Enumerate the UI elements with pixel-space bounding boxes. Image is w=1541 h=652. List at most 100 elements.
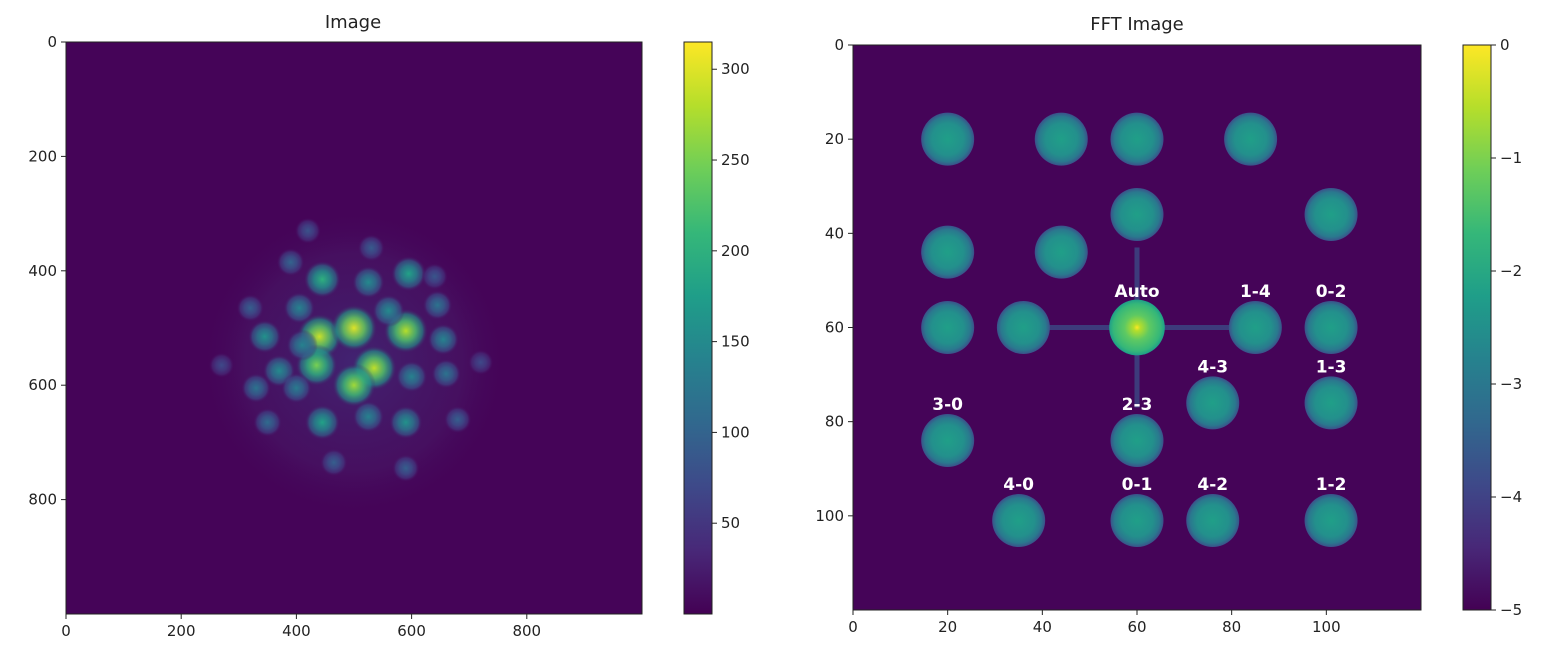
x-tick-label: 400 [282, 622, 311, 640]
image-panel: Image 0 200 400 600 800 0 200 400 600 800 [28, 12, 643, 640]
intensity-spot [468, 349, 494, 375]
intensity-spot [320, 448, 348, 476]
intensity-spot [352, 266, 385, 299]
intensity-spot [276, 248, 305, 276]
cross-correlation-peak [921, 300, 975, 355]
x-tick-label: 200 [167, 622, 196, 640]
colorbar-tick-label: 100 [721, 423, 750, 441]
y-tick-label: 80 [825, 413, 844, 431]
colorbar-tick-label: −1 [1500, 149, 1522, 167]
intensity-spot [286, 329, 318, 361]
colorbar-tick-label: −4 [1500, 488, 1522, 506]
peak-label: 0-2 [1316, 282, 1347, 302]
colorbar-tick-label: −3 [1500, 375, 1522, 393]
y-tick-label: 40 [825, 224, 844, 242]
auto-correlation-peak [1109, 299, 1165, 356]
intensity-spot [391, 256, 427, 292]
colorbar-tick-label: 300 [721, 60, 750, 78]
peak-label: 1-3 [1316, 357, 1347, 377]
colorbar-tick-label: 0 [1500, 36, 1510, 54]
intensity-spot [392, 454, 420, 482]
y-tick-label: 100 [815, 507, 844, 525]
y-tick-label: 60 [825, 319, 844, 337]
cross-correlation-peak [1110, 112, 1164, 166]
y-tick-label: 800 [28, 491, 57, 509]
cross-correlation-peak [1186, 494, 1240, 548]
intensity-spot [253, 408, 282, 437]
intensity-spot [303, 260, 341, 298]
x-tick-label: 80 [1222, 618, 1241, 636]
peak-label: 4-2 [1197, 475, 1228, 495]
cross-correlation-peak [1304, 187, 1358, 242]
y-tick-label: 0 [47, 33, 57, 51]
peak-label: 4-3 [1197, 357, 1228, 377]
intensity-spot [444, 405, 472, 434]
intensity-spot [209, 352, 234, 378]
intensity-spot [281, 372, 312, 404]
cross-correlation-peak [1186, 376, 1240, 430]
intensity-spot [357, 234, 385, 262]
intensity-spot [248, 319, 282, 354]
cross-correlation-peak [1228, 300, 1282, 355]
x-tick-label: 40 [1033, 618, 1052, 636]
peak-label: 0-1 [1122, 475, 1153, 495]
cross-correlation-peak [1110, 187, 1164, 242]
x-tick-label: 0 [848, 618, 858, 636]
colorbar-tick-label: −5 [1500, 601, 1522, 619]
fft-panel: FFT Image Auto 1-4 0-2 4-3 1-3 3-0 2-3 4-0 0-1 4-… [815, 14, 1422, 636]
intensity-spot [295, 217, 321, 244]
cross-correlation-peak [921, 112, 975, 166]
peak-label: 1-2 [1316, 475, 1347, 495]
intensity-spot [431, 359, 461, 389]
intensity-spot [283, 292, 315, 324]
y-tick-label: 600 [28, 376, 57, 394]
y-tick-label: 20 [825, 130, 844, 148]
cross-correlation-peak [1304, 300, 1358, 355]
y-tick-label: 400 [28, 262, 57, 280]
x-tick-label: 60 [1127, 618, 1146, 636]
intensity-spot [241, 373, 271, 403]
colorbar-tick-label: 50 [721, 514, 740, 532]
intensity-spot [236, 294, 264, 322]
y-tick-label: 0 [834, 36, 844, 54]
peak-label: 2-3 [1122, 395, 1153, 415]
colorbar-tick-label: 250 [721, 151, 750, 169]
peak-label: Auto [1114, 282, 1159, 302]
intensity-spot [427, 323, 459, 356]
cross-correlation-peak [921, 225, 975, 279]
y-tick-label: 200 [28, 147, 57, 165]
intensity-spot [352, 400, 385, 433]
image-panel-title: Image [325, 12, 381, 33]
intensity-spot [372, 294, 405, 327]
image-colorbar: 50 100 150 200 250 300 [683, 41, 750, 615]
intensity-spot [389, 405, 423, 439]
cross-correlation-peak [1304, 376, 1358, 430]
cross-correlation-peak [1034, 112, 1088, 166]
cross-correlation-peak [1110, 413, 1164, 468]
intensity-spot [422, 290, 453, 320]
cross-correlation-peak [992, 494, 1046, 548]
peak-label: 4-0 [1003, 475, 1034, 495]
fft-colorbar: 0 −1 −2 −3 −4 −5 [1462, 36, 1522, 619]
cross-correlation-peak [1304, 494, 1358, 548]
x-tick-label: 800 [512, 622, 541, 640]
peak-label: 3-0 [932, 395, 963, 415]
peak-label: 1-4 [1240, 282, 1271, 302]
intensity-spot [304, 404, 340, 440]
cross-correlation-peak [1034, 225, 1088, 279]
intensity-spot [330, 304, 378, 352]
cross-correlation-peak [996, 300, 1050, 355]
x-tick-label: 100 [1312, 618, 1341, 636]
colorbar-tick-label: 200 [721, 242, 750, 260]
cross-correlation-peak [1224, 112, 1278, 166]
cross-correlation-peak [1110, 494, 1164, 548]
intensity-spot [421, 263, 448, 290]
intensity-spot [395, 360, 428, 393]
intensity-spot [332, 363, 376, 408]
x-tick-label: 0 [61, 622, 71, 640]
x-tick-label: 20 [938, 618, 957, 636]
fft-panel-title: FFT Image [1090, 14, 1183, 35]
colorbar-tick-label: −2 [1500, 262, 1522, 280]
cross-correlation-peak [921, 413, 975, 468]
